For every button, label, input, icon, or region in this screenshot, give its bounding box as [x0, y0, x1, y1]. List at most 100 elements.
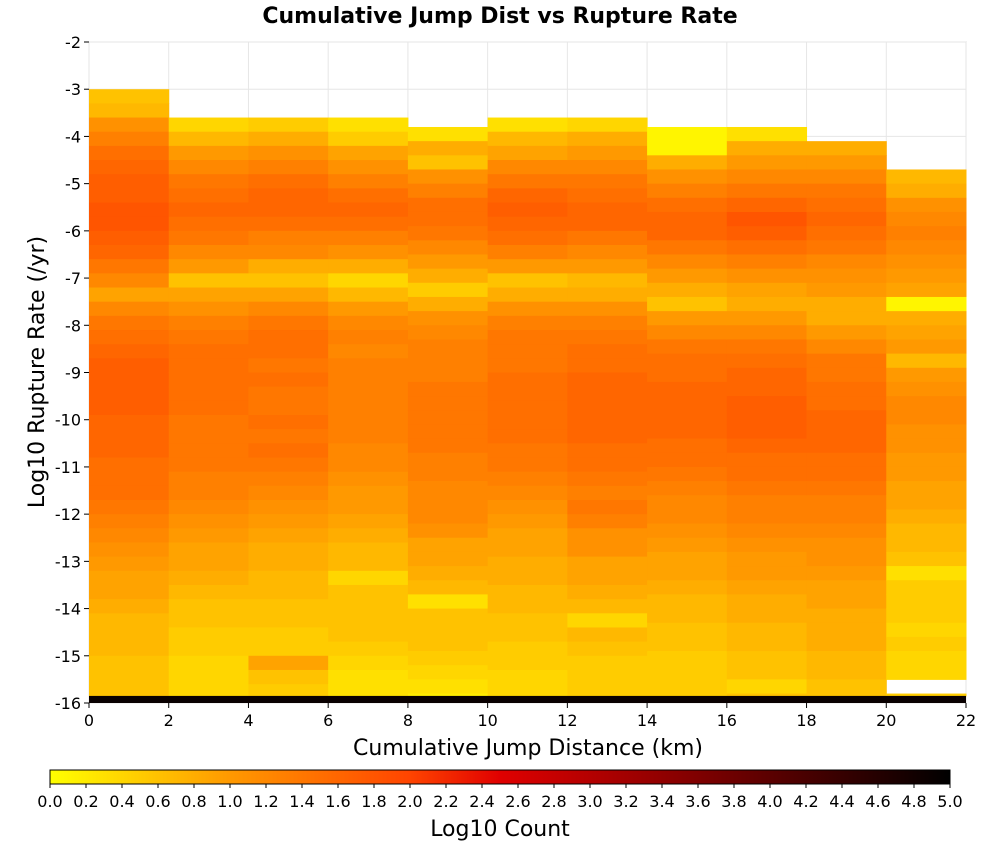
colorbar-tick-label: 1.4 [289, 792, 314, 811]
heatmap-cell [407, 381, 489, 397]
heatmap-cell [168, 400, 249, 416]
heatmap-cell [726, 424, 808, 440]
heatmap-cell [168, 188, 249, 204]
heatmap-cell [726, 211, 808, 227]
heatmap-cell [487, 457, 568, 473]
colorbar-tick-label: 2.8 [541, 792, 566, 811]
colorbar-tick-label: 2.4 [469, 792, 494, 811]
heatmap-cell [886, 296, 967, 312]
heatmap-cell [89, 287, 170, 303]
heatmap-cell [328, 655, 409, 671]
heatmap-cell [248, 117, 329, 133]
heatmap-cell [726, 594, 808, 610]
heatmap-cell [567, 485, 648, 501]
heatmap-cell [168, 584, 249, 600]
heatmap-cell [168, 301, 249, 317]
heatmap-cell [487, 556, 568, 572]
heatmap-cell [806, 693, 887, 697]
heatmap-cell [726, 183, 808, 199]
heatmap-cell [328, 301, 409, 317]
heatmap-cell [407, 296, 489, 312]
heatmap-cell [328, 358, 409, 373]
x-tick-label: 22 [956, 711, 976, 730]
heatmap-cell [328, 273, 409, 289]
colorbar-tick-label: 1.0 [217, 792, 242, 811]
heatmap-cell [248, 499, 329, 515]
heatmap-cell [806, 381, 887, 397]
heatmap-cell [726, 282, 808, 298]
heatmap-cell [248, 202, 329, 218]
heatmap-cell [89, 117, 170, 133]
heatmap-cell [647, 353, 728, 369]
heatmap-cell [89, 528, 170, 543]
heatmap-cell [567, 414, 648, 430]
heatmap-cell [168, 528, 249, 543]
heatmap-cell [487, 429, 568, 444]
heatmap-cell [168, 160, 249, 175]
heatmap-cell [806, 594, 887, 610]
heatmap-cell [487, 160, 568, 175]
y-tick-label: -9 [65, 364, 81, 383]
heatmap-cell [806, 155, 887, 170]
heatmap-cell [328, 386, 409, 402]
x-tick-label: 16 [717, 711, 737, 730]
heatmap-cell [487, 216, 568, 232]
heatmap-cell [168, 315, 249, 331]
heatmap-cell [89, 627, 170, 643]
colorbar-tick-label: 4.4 [829, 792, 854, 811]
heatmap-cell [487, 188, 568, 204]
heatmap-cell [726, 523, 808, 539]
heatmap-cell [168, 471, 249, 487]
heatmap-cell [647, 481, 728, 496]
heatmap-cell [886, 197, 967, 213]
heatmap-cell [726, 367, 808, 383]
heatmap-cell [487, 358, 568, 373]
heatmap-cell [567, 230, 648, 246]
colorbar-tick-label: 3.4 [649, 792, 674, 811]
heatmap-cell [886, 169, 967, 185]
heatmap-cell [328, 131, 409, 147]
heatmap-cell [407, 665, 489, 680]
heatmap-cell [407, 566, 489, 581]
heatmap-cell [647, 622, 728, 638]
heatmap-cell [407, 155, 489, 170]
heatmap-cell [567, 315, 648, 331]
heatmap-cell [487, 315, 568, 331]
x-tick-label: 12 [557, 711, 577, 730]
y-tick-label: -6 [65, 222, 81, 241]
heatmap-cell [487, 400, 568, 416]
heatmap-cell [806, 523, 887, 539]
colorbar-tick-label: 1.6 [325, 792, 350, 811]
heatmap-cell [168, 627, 249, 643]
heatmap-cell [328, 372, 409, 388]
heatmap-cell [248, 315, 329, 331]
heatmap-cell [407, 226, 489, 241]
heatmap-cell [248, 131, 329, 147]
heatmap-cell [726, 353, 808, 369]
heatmap-cell [168, 457, 249, 473]
heatmap-cell [886, 651, 967, 666]
heatmap-cell [806, 679, 887, 695]
heatmap-cell [248, 556, 329, 572]
heatmap-cell [567, 131, 648, 147]
heatmap-cell [886, 495, 967, 510]
heatmap-cell [89, 599, 170, 614]
heatmap-cell [886, 381, 967, 397]
heatmap-cell [89, 160, 170, 175]
heatmap-cell [89, 372, 170, 388]
heatmap-cell [328, 259, 409, 274]
heatmap-cell [806, 651, 887, 666]
heatmap-cell [567, 528, 648, 543]
heatmap-cell [407, 197, 489, 213]
heatmap-cell [647, 410, 728, 425]
heatmap-cell [806, 211, 887, 227]
y-axis-label: Log10 Rupture Rate (/yr) [25, 236, 50, 508]
heatmap-cell [328, 216, 409, 232]
heatmap-cell [407, 126, 489, 142]
heatmap-cell [168, 358, 249, 373]
heatmap-cell [886, 353, 967, 369]
heatmap-cell [647, 608, 728, 624]
heatmap-cell [407, 282, 489, 298]
y-tick-label: -5 [65, 175, 81, 194]
heatmap-cell [248, 599, 329, 614]
